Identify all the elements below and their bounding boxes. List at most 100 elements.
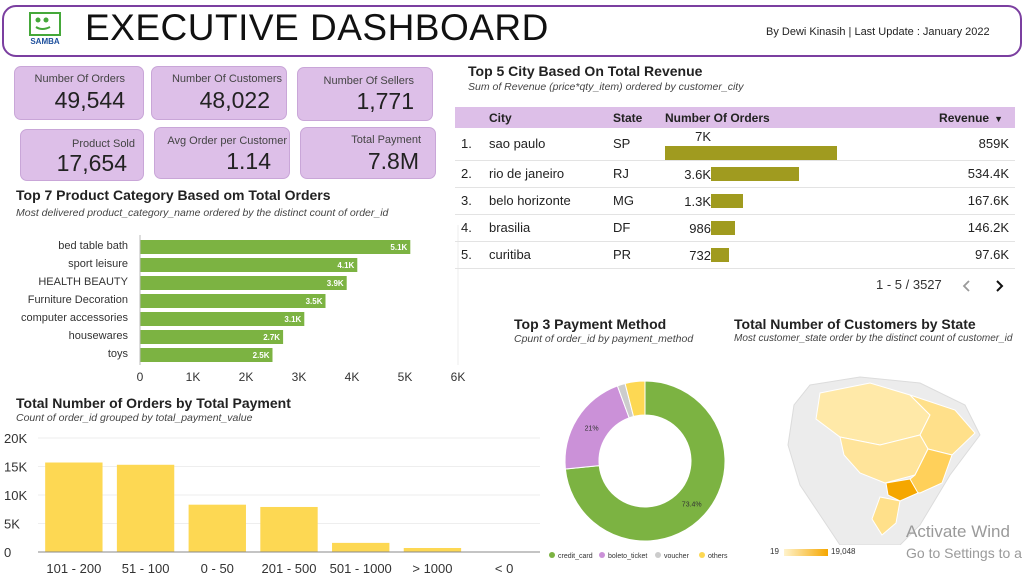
bar-data-label: 3.9K xyxy=(327,279,344,288)
chevron-right-icon[interactable] xyxy=(992,279,1006,293)
kpi-card-total-payment: Total Payment 7.8M xyxy=(300,127,436,179)
orders-value: 1.3K xyxy=(684,193,711,209)
orders-value: 3.6K xyxy=(684,166,711,182)
category-bar[interactable] xyxy=(140,258,358,272)
pagination-label: 1 - 5 / 3527 xyxy=(876,277,942,292)
row-state: DF xyxy=(613,214,665,242)
page-title: EXECUTIVE DASHBOARD xyxy=(85,7,549,48)
brazil-state-map[interactable] xyxy=(780,375,1027,545)
state-map-subtitle: Most customer_state order by the distinc… xyxy=(734,333,1013,344)
payment-value-chart-subtitle: Count of order_id grouped by total_payme… xyxy=(16,412,253,424)
kpi-label: Number Of Sellers xyxy=(323,75,414,87)
table-row[interactable]: 3. belo horizonte MG 1.3K 167.6K xyxy=(455,187,1015,215)
legend-label: credit_card xyxy=(558,553,593,560)
y-tick-label: 0 xyxy=(4,545,11,560)
kpi-label: Total Payment xyxy=(351,134,421,146)
legend-swatch xyxy=(599,552,605,558)
row-city: curitiba xyxy=(489,241,613,269)
category-label: housewares xyxy=(69,330,129,342)
x-tick-label: 6K xyxy=(451,370,466,384)
category-label: bed table bath xyxy=(58,240,128,252)
row-revenue: 167.6K xyxy=(875,187,1015,215)
category-label: toys xyxy=(108,348,129,360)
x-tick-label: < 0 xyxy=(495,561,513,576)
legend-label: others xyxy=(708,553,728,560)
row-state: PR xyxy=(613,241,665,269)
payment-range-bar[interactable] xyxy=(403,548,462,552)
category-chart-subtitle: Most delivered product_category_name ord… xyxy=(16,207,389,219)
kpi-label: Product Sold xyxy=(72,138,135,150)
row-city: sao paulo xyxy=(489,128,613,161)
category-label: sport leisure xyxy=(68,258,128,270)
row-rank: 1. xyxy=(455,128,489,161)
row-orders: 1.3K xyxy=(665,187,875,215)
y-tick-label: 15K xyxy=(4,460,27,475)
city-table-title: Top 5 City Based On Total Revenue xyxy=(468,63,703,79)
table-row[interactable]: 1. sao paulo SP 7K 859K xyxy=(455,128,1015,161)
slice-label: 73.4% xyxy=(682,501,702,508)
x-tick-label: 0 - 50 xyxy=(201,561,234,576)
donut-slice-credit_card[interactable] xyxy=(564,380,726,542)
row-state: RJ xyxy=(613,160,665,188)
x-tick-label: 1K xyxy=(186,370,201,384)
payment-range-bar[interactable] xyxy=(332,542,390,552)
legend-label: voucher xyxy=(664,553,690,560)
payment-range-bar[interactable] xyxy=(260,506,318,552)
x-tick-label: 201 - 500 xyxy=(262,561,317,576)
donut-slice-others[interactable] xyxy=(624,380,646,418)
x-tick-label: 51 - 100 xyxy=(122,561,170,576)
kpi-card-customers: Number Of Customers 48,022 xyxy=(151,66,287,120)
category-bar[interactable] xyxy=(140,348,273,362)
map-legend: 19 19,048 xyxy=(770,547,860,559)
x-tick-label: 5K xyxy=(398,370,413,384)
payment-range-bar[interactable] xyxy=(116,464,175,552)
orders-value: 732 xyxy=(689,247,711,263)
caret-down-icon: ▼ xyxy=(994,113,1003,124)
table-row[interactable]: 2. rio de janeiro RJ 3.6K 534.4K xyxy=(455,160,1015,188)
payment-range-bar[interactable] xyxy=(45,462,103,552)
category-bar[interactable] xyxy=(140,330,284,344)
kpi-value: 48,022 xyxy=(199,87,270,113)
state-sp xyxy=(885,478,919,502)
table-row[interactable]: 4. brasilia DF 986 146.2K xyxy=(455,214,1015,242)
bar-data-label: 3.5K xyxy=(306,297,323,306)
table-row[interactable]: 5. curitiba PR 732 97.6K xyxy=(455,241,1015,269)
payment-method-subtitle: Cpunt of order_id by payment_method xyxy=(514,333,694,345)
kpi-card-product-sold: Product Sold 17,654 xyxy=(20,129,144,181)
col-orders[interactable]: Number Of Orders xyxy=(665,107,875,128)
kpi-card-sellers: Number Of Sellers 1,771 xyxy=(297,67,433,121)
col-state[interactable]: State xyxy=(613,107,665,128)
orders-bar xyxy=(711,167,800,182)
row-rank: 2. xyxy=(455,160,489,188)
chevron-left-icon[interactable] xyxy=(960,279,974,293)
orders-bar xyxy=(711,194,743,209)
col-city[interactable]: City xyxy=(489,107,613,128)
kpi-label: Number Of Orders xyxy=(34,73,125,85)
category-bar[interactable] xyxy=(140,240,411,254)
row-state: MG xyxy=(613,187,665,215)
state-map-title: Total Number of Customers by State xyxy=(734,316,976,332)
row-rank: 4. xyxy=(455,214,489,242)
category-bar[interactable] xyxy=(140,312,305,326)
svg-text:SAMBA: SAMBA xyxy=(30,37,60,46)
x-tick-label: 501 - 1000 xyxy=(330,561,392,576)
payment-value-chart-title: Total Number of Orders by Total Payment xyxy=(16,395,291,411)
category-label: HEALTH BEAUTY xyxy=(38,276,128,288)
col-revenue-label: Revenue xyxy=(939,110,990,125)
orders-bar xyxy=(711,248,729,263)
payment-range-bar[interactable] xyxy=(188,504,246,552)
row-city: rio de janeiro xyxy=(489,160,613,188)
category-bar-chart: bed table bath 5.1K sport leisure 4.1K HEALT… xyxy=(21,225,466,384)
row-orders: 7K xyxy=(665,128,875,161)
table-header-row: City State Number Of Orders Revenue ▼ xyxy=(455,107,1015,128)
row-revenue: 146.2K xyxy=(875,214,1015,242)
legend-swatch xyxy=(699,552,705,558)
map-legend-min: 19 xyxy=(770,547,779,556)
watermark-line-2: Go to Settings to a xyxy=(906,545,1022,561)
category-bar[interactable] xyxy=(140,276,347,290)
col-revenue[interactable]: Revenue ▼ xyxy=(875,107,1015,128)
kpi-card-avg-order: Avg Order per Customer 1.14 xyxy=(154,127,290,179)
x-tick-label: 3K xyxy=(292,370,307,384)
category-bar[interactable] xyxy=(140,294,326,308)
row-city: belo horizonte xyxy=(489,187,613,215)
